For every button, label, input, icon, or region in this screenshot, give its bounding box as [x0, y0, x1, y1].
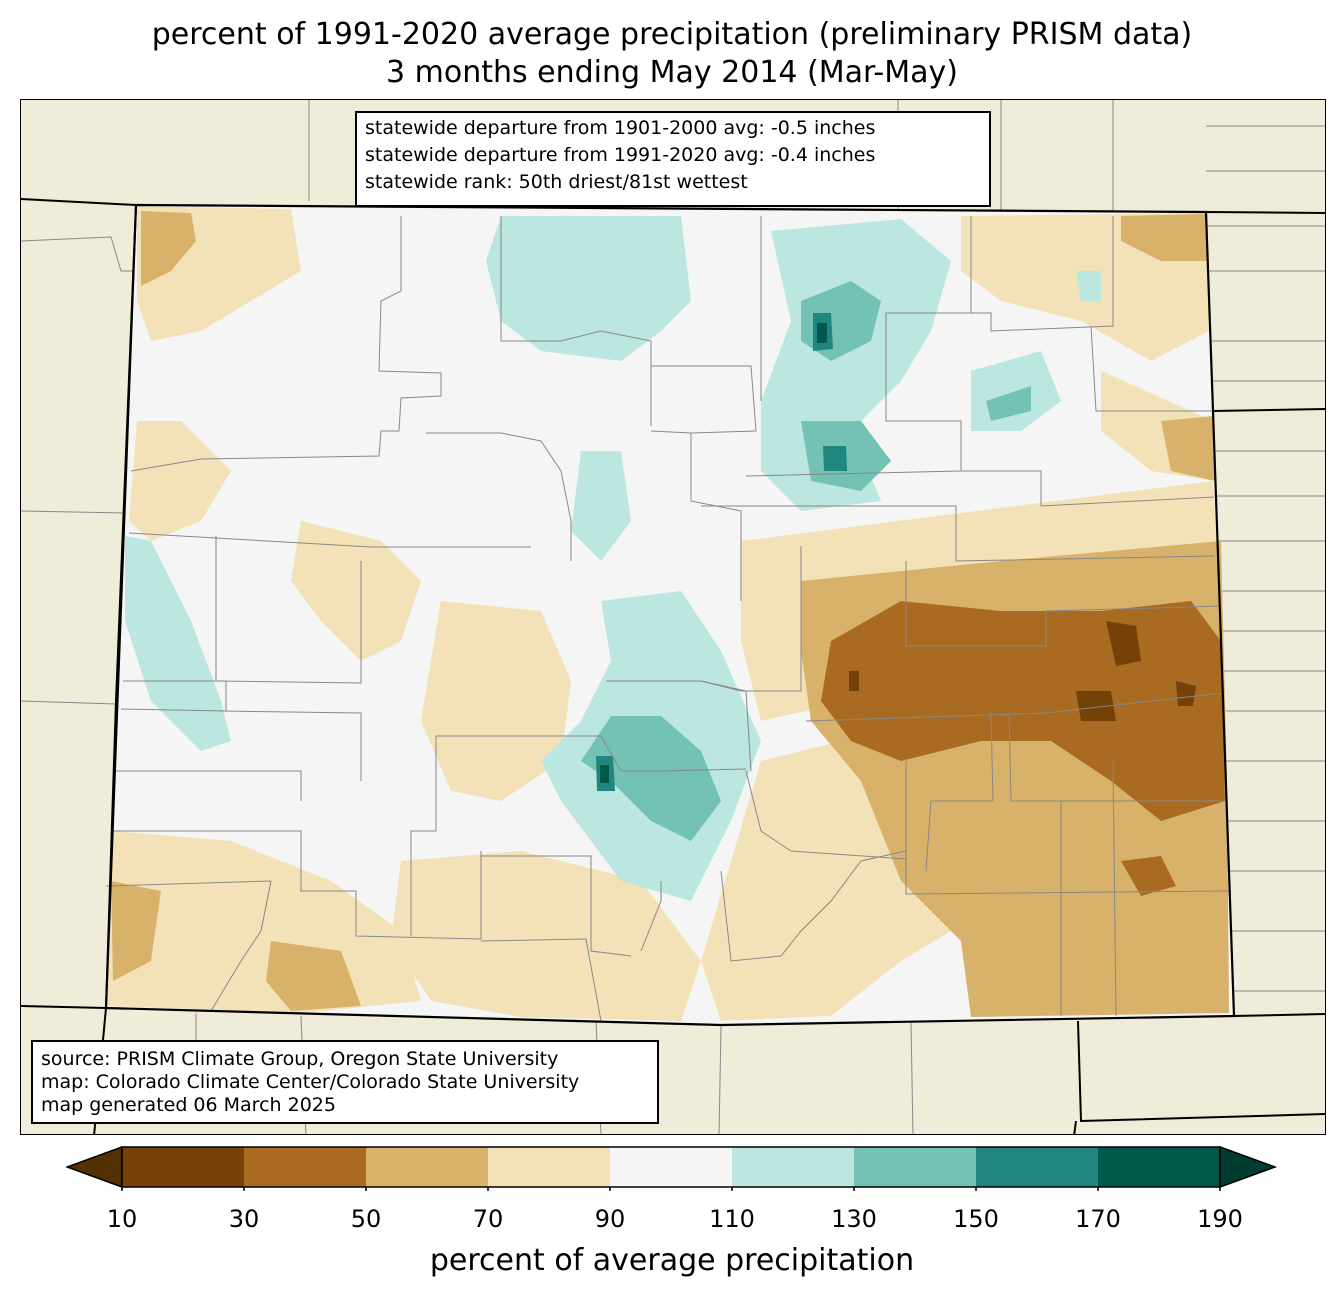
source-box: source: PRISM Climate Group, Oregon Stat…	[31, 1040, 659, 1124]
stats-line-2: statewide departure from 1991-2020 avg: …	[365, 144, 876, 166]
colorbar-over-arrow	[1219, 1145, 1278, 1189]
colorbar-tick-label: 190	[1197, 1205, 1243, 1233]
colorbar-tick-label: 30	[228, 1205, 260, 1233]
colorbar-tick-label: 130	[831, 1205, 877, 1233]
colorbar-bin-90-110	[610, 1147, 732, 1187]
precipitation-map	[21, 100, 1325, 1134]
colorbar-label: percent of average precipitation	[429, 1243, 915, 1278]
source-line-3: map generated 06 March 2025	[41, 1094, 336, 1116]
colorbar-bin-110-130	[732, 1147, 854, 1187]
source-line-2: map: Colorado Climate Center/Colorado St…	[41, 1071, 580, 1093]
map-panel	[20, 99, 1326, 1135]
statewide-stats-box: statewide departure from 1901-2000 avg: …	[355, 111, 991, 207]
colorbar-bin-70-90	[488, 1147, 610, 1187]
map-subtitle: 3 months ending May 2014 (Mar-May)	[386, 55, 958, 90]
colorbar-outline	[121, 1146, 1221, 1188]
colorbar	[66, 1145, 1278, 1191]
colorbar-bin-130-150	[854, 1147, 976, 1187]
map-title: percent of 1991-2020 average precipitati…	[151, 17, 1193, 52]
colorbar-tick-label: 170	[1075, 1205, 1121, 1233]
colorbar-bin-50-70	[366, 1147, 488, 1187]
precipitation-patches	[107, 206, 1229, 1021]
stats-line-3: statewide rank: 50th driest/81st wettest	[365, 171, 748, 193]
county-lines	[105, 216, 1232, 1022]
colorbar-bin-170-190	[1098, 1147, 1220, 1187]
colorbar-bin-10-30	[122, 1147, 244, 1187]
colorbar-under-arrow	[66, 1145, 123, 1189]
colorbar-bin-30-50	[244, 1147, 366, 1187]
colorbar-tick-label: 110	[709, 1205, 755, 1233]
colorbar-tick-label: 50	[350, 1205, 382, 1233]
colorbar-tick-label: 70	[472, 1205, 504, 1233]
colorbar-bin-150-170	[976, 1147, 1098, 1187]
stats-line-1: statewide departure from 1901-2000 avg: …	[365, 117, 876, 139]
colorbar-tick-label: 10	[106, 1205, 138, 1233]
colorbar-tick-label: 150	[953, 1205, 999, 1233]
source-line-1: source: PRISM Climate Group, Oregon Stat…	[41, 1048, 559, 1070]
colorbar-tick-label: 90	[594, 1205, 626, 1233]
